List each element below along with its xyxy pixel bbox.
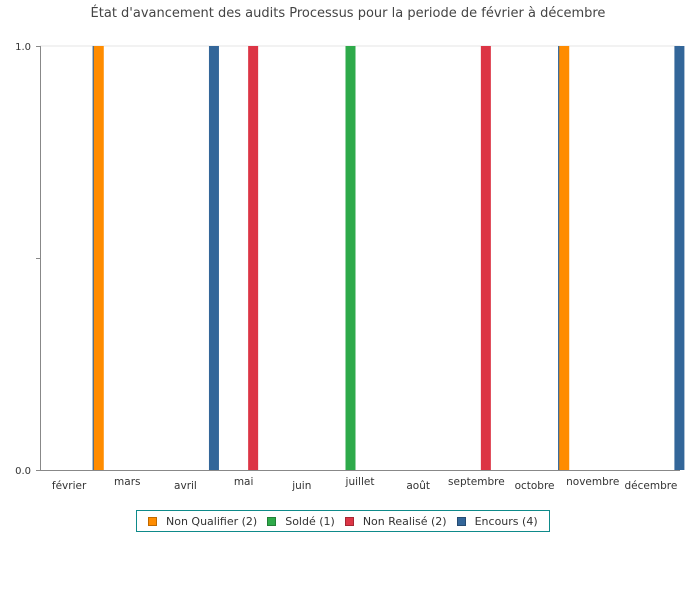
x-tick-label: juin <box>291 480 311 492</box>
chart-title: État d'avancement des audits Processus p… <box>91 5 606 21</box>
bar <box>559 46 570 470</box>
legend-item[interactable]: Non Qualifier (2) <box>148 515 257 528</box>
bar <box>248 46 259 470</box>
legend-swatch <box>267 516 277 526</box>
x-tick-label: mars <box>114 476 140 488</box>
x-tick-label: juillet <box>345 476 375 488</box>
bar <box>345 46 356 470</box>
bar <box>208 46 219 470</box>
legend-swatch <box>344 516 354 526</box>
legend-label: Non Qualifier (2) <box>166 514 258 528</box>
x-tick-label: février <box>52 480 87 492</box>
x-tick-label: novembre <box>566 476 619 488</box>
bar <box>674 46 685 470</box>
y-tick-label: 1.0 <box>15 42 31 53</box>
legend-item[interactable]: Soldé (1) <box>267 515 335 528</box>
y-tick-label: 0.0 <box>15 466 31 477</box>
legend-label: Soldé (1) <box>285 514 335 528</box>
legend-item[interactable]: Encours (4) <box>456 514 538 528</box>
bar <box>480 46 491 470</box>
plot-area: 0.0 1.0 février mars avril mai juin juillet août… <box>15 42 685 492</box>
x-tick-label: septembre <box>448 476 505 488</box>
legend-label: Encours (4) <box>474 514 538 528</box>
x-tick-label: décembre <box>625 480 678 492</box>
x-tick-label: mai <box>234 476 254 488</box>
bar <box>93 46 104 470</box>
legend-item[interactable]: Non Realisé (2) <box>344 514 447 528</box>
legend-swatch <box>456 516 466 526</box>
chart-legend: Non Qualifier (2) Soldé (1) Non Realisé (2… <box>136 510 550 532</box>
x-tick-label: août <box>406 480 430 492</box>
x-tick-label: octobre <box>515 480 555 492</box>
x-tick-label: avril <box>174 480 197 492</box>
legend-label: Non Realisé (2) <box>362 514 447 528</box>
legend-swatch <box>148 516 157 526</box>
